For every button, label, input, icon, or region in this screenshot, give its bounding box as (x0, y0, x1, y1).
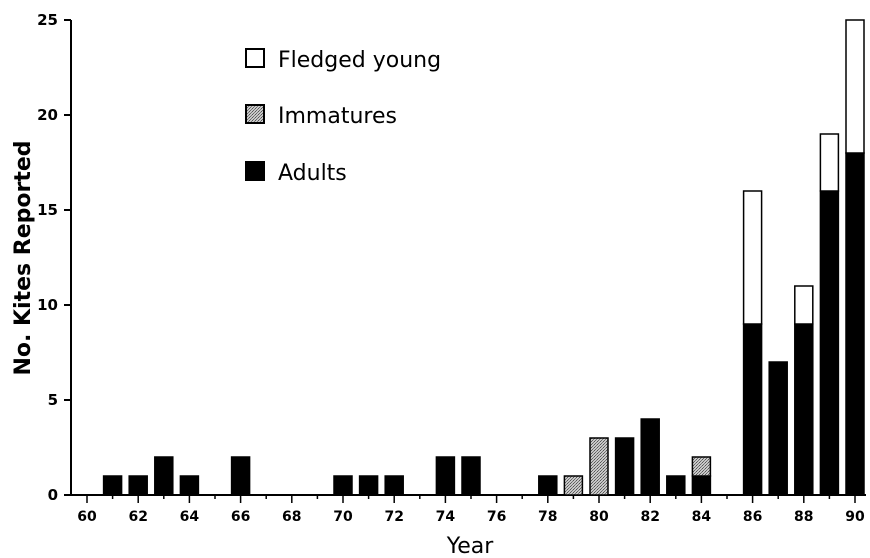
legend-swatch-adults (245, 161, 265, 181)
x-tick-label: 68 (282, 509, 301, 525)
x-tick-label: 64 (180, 509, 200, 525)
y-tick-label: 15 (37, 201, 58, 219)
x-tick-label: 90 (845, 509, 865, 525)
bar-adults-64 (179, 475, 200, 496)
bar-fledged-young-89 (819, 133, 840, 192)
bar-adults-61 (102, 475, 123, 496)
bar-adults-63 (154, 456, 174, 496)
x-tick-label: 86 (743, 509, 762, 525)
x-tick-label: 74 (436, 509, 456, 525)
bars (102, 19, 865, 496)
legend-label-immatures: Immatures (278, 104, 397, 129)
legend-label-adults: Adults (278, 161, 347, 186)
x-axis-title: Year (446, 534, 495, 558)
bar-adults-66 (230, 456, 251, 496)
x-tick-label: 70 (333, 509, 353, 525)
bar-adults-84 (691, 475, 712, 496)
y-tick-label: 20 (37, 106, 58, 124)
bar-adults-89 (819, 190, 840, 496)
bar-adults-78 (538, 475, 558, 496)
x-tick-label: 84 (692, 509, 712, 525)
x-tick-label: 62 (128, 509, 147, 525)
legend-label-fledged-young: Fledged young (278, 48, 441, 73)
bar-fledged-young-86 (742, 190, 763, 325)
legend: Fledged young Immatures Adults (245, 48, 441, 186)
bar-adults-90 (845, 152, 865, 496)
y-tick-label: 5 (48, 391, 58, 409)
bar-adults-81 (614, 437, 635, 496)
bar-adults-74 (435, 456, 456, 496)
bar-adults-62 (128, 475, 148, 496)
x-ticks: 60 62 64 66 68 70 72 74 76 78 80 82 84 86 88 90 (77, 495, 865, 525)
bar-adults-75 (461, 456, 481, 496)
legend-swatch-immatures (245, 104, 265, 124)
x-tick-label: 60 (77, 509, 97, 525)
x-tick-label: 72 (384, 509, 403, 525)
y-axis-title: No. Kites Reported (11, 140, 36, 375)
x-tick-label: 66 (231, 509, 250, 525)
bar-adults-82 (640, 418, 660, 496)
bar-adults-86 (742, 323, 763, 496)
x-tick-label: 82 (640, 509, 659, 525)
x-tick-label: 88 (794, 509, 813, 525)
x-tick-label: 80 (589, 509, 609, 525)
y-tick-label: 25 (37, 11, 58, 29)
bar-adults-83 (666, 475, 686, 496)
bar-fledged-young-88 (794, 285, 814, 325)
y-tick-label: 10 (37, 296, 58, 314)
bar-immatures-79 (563, 475, 584, 496)
bar-fledged-young-90 (845, 19, 865, 154)
bar-adults-88 (794, 323, 814, 496)
bar-adults-72 (384, 475, 404, 496)
bar-adults-70 (333, 475, 353, 496)
bar-adults-71 (358, 475, 379, 496)
bar-immatures-80 (589, 437, 609, 496)
y-ticks: 0 5 10 15 20 25 (37, 11, 71, 504)
x-tick-label: 76 (487, 509, 506, 525)
x-tick-label: 78 (538, 509, 557, 525)
bar-adults-87 (768, 361, 788, 496)
bar-immatures-84 (691, 456, 712, 477)
y-tick-label: 0 (48, 486, 58, 504)
legend-swatch-fledged-young (245, 48, 265, 68)
